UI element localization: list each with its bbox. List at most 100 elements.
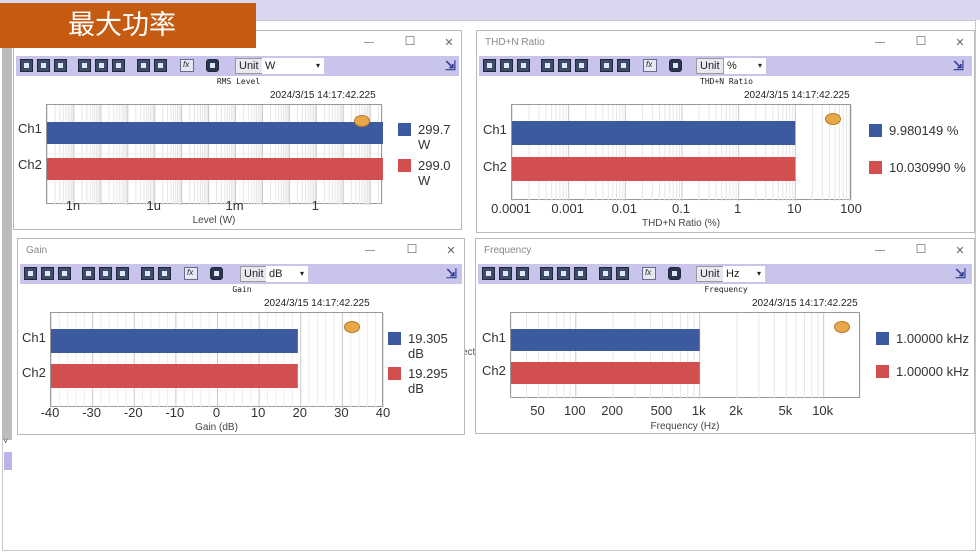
legend-swatch	[876, 365, 889, 378]
chevron-down-icon: ▾	[299, 269, 304, 278]
unit-select[interactable]: W ▾	[262, 58, 324, 74]
channel-label: Ch1	[18, 121, 42, 136]
export-icon[interactable]: ⇲	[953, 58, 964, 73]
zoom-icon[interactable]	[541, 59, 554, 72]
channel-label: Ch1	[483, 122, 507, 137]
open-icon[interactable]	[41, 267, 54, 280]
plot-svg	[47, 105, 383, 205]
legend-value: 299.7 W	[418, 122, 451, 152]
open-icon[interactable]	[500, 59, 513, 72]
unit-select-value: W	[265, 60, 276, 72]
bar-ch2	[511, 362, 700, 384]
chart-type-icon[interactable]	[617, 59, 630, 72]
save-icon[interactable]	[20, 59, 33, 72]
window-title: Frequency	[484, 245, 532, 256]
pan-icon[interactable]	[557, 267, 570, 280]
settings-icon[interactable]	[206, 59, 219, 72]
pan-icon[interactable]	[99, 267, 112, 280]
collapse-chevron-icon[interactable]: ˅	[3, 436, 9, 446]
settings-icon[interactable]	[669, 59, 682, 72]
thdn-ratio-window: THD+N Ratio—☐✕Unit%▾⇲THD+N Ratio2024/3/1…	[476, 30, 975, 233]
maximize-button[interactable]: ☐	[915, 34, 927, 48]
chart-title: Gain	[232, 285, 252, 294]
fx-icon[interactable]	[643, 59, 657, 72]
minimize-button[interactable]: —	[875, 245, 885, 256]
x-axis-label: Frequency (Hz)	[650, 421, 720, 432]
minimize-button[interactable]: —	[365, 245, 375, 256]
x-axis-label: THD+N Ratio (%)	[641, 218, 721, 229]
table-icon[interactable]	[141, 267, 154, 280]
close-button[interactable]: ✕	[444, 37, 454, 49]
title-bar: THD+N Ratio — ☐ ✕	[477, 31, 974, 55]
fit-icon[interactable]	[574, 267, 587, 280]
save-icon[interactable]	[482, 267, 495, 280]
plot-area	[510, 312, 861, 399]
zoom-icon[interactable]	[82, 267, 95, 280]
title-bar: Gain — ☐ ✕	[18, 239, 464, 263]
open-icon[interactable]	[499, 267, 512, 280]
minimize-button[interactable]: —	[875, 37, 885, 48]
export-icon[interactable]: ⇲	[955, 266, 966, 281]
legend-value: 19.305 dB	[408, 331, 448, 361]
bar-ch2	[47, 158, 383, 180]
x-tick-label: 30	[334, 405, 349, 420]
table-icon[interactable]	[599, 267, 612, 280]
fit-icon[interactable]	[116, 267, 129, 280]
open-icon[interactable]	[37, 59, 50, 72]
pan-icon[interactable]	[95, 59, 108, 72]
close-button[interactable]: ✕	[955, 37, 965, 49]
side-tab[interactable]	[4, 452, 12, 470]
export-icon[interactable]: ⇲	[446, 266, 457, 281]
plot-area	[50, 312, 384, 408]
x-tick-label: 500	[650, 403, 673, 418]
legend-swatch	[398, 123, 411, 136]
table-icon[interactable]	[600, 59, 613, 72]
timestamp: 2024/3/15 14:17:42.225	[264, 298, 370, 309]
maximize-button[interactable]: ☐	[404, 34, 416, 48]
channel-label: Ch2	[482, 363, 506, 378]
print-icon[interactable]	[58, 267, 71, 280]
maximize-button[interactable]: ☐	[406, 242, 418, 256]
x-tick-label: 20	[292, 405, 307, 420]
x-tick-label: 10k	[812, 403, 834, 418]
legend-value: 9.980149 %	[889, 123, 959, 138]
close-button[interactable]: ✕	[955, 245, 965, 257]
unit-select[interactable]: Hz ▾	[723, 266, 765, 282]
fit-icon[interactable]	[575, 59, 588, 72]
print-icon[interactable]	[54, 59, 67, 72]
brand-logo-icon	[354, 115, 370, 127]
fx-icon[interactable]	[184, 267, 198, 280]
chart-type-icon[interactable]	[154, 59, 167, 72]
pan-icon[interactable]	[558, 59, 571, 72]
channel-label: Ch1	[482, 330, 506, 345]
save-icon[interactable]	[24, 267, 37, 280]
export-icon[interactable]: ⇲	[445, 58, 456, 73]
settings-icon[interactable]	[668, 267, 681, 280]
chart-type-icon[interactable]	[158, 267, 171, 280]
print-icon[interactable]	[516, 267, 529, 280]
x-axis-label: Gain (dB)	[195, 422, 238, 433]
settings-icon[interactable]	[210, 267, 223, 280]
chart-toolbar: Unit%▾⇲	[479, 56, 972, 76]
close-button[interactable]: ✕	[446, 245, 456, 257]
fx-icon[interactable]	[180, 59, 194, 72]
plot-svg	[511, 313, 861, 399]
chart-type-icon[interactable]	[616, 267, 629, 280]
fx-icon[interactable]	[642, 267, 656, 280]
left-scrollbar[interactable]	[2, 40, 12, 440]
maximize-button[interactable]: ☐	[915, 242, 927, 256]
chart-title: Frequency	[704, 285, 748, 294]
unit-select[interactable]: dB ▾	[266, 266, 308, 282]
minimize-button[interactable]: —	[364, 37, 374, 48]
fit-icon[interactable]	[112, 59, 125, 72]
x-tick-label: 0.001	[551, 201, 584, 216]
x-tick-label: 10	[250, 405, 266, 420]
save-icon[interactable]	[483, 59, 496, 72]
x-tick-label: 1m	[225, 198, 244, 213]
x-tick-label: 50	[530, 403, 545, 418]
zoom-icon[interactable]	[540, 267, 553, 280]
zoom-icon[interactable]	[78, 59, 91, 72]
table-icon[interactable]	[137, 59, 150, 72]
print-icon[interactable]	[517, 59, 530, 72]
unit-select[interactable]: % ▾	[724, 58, 766, 74]
